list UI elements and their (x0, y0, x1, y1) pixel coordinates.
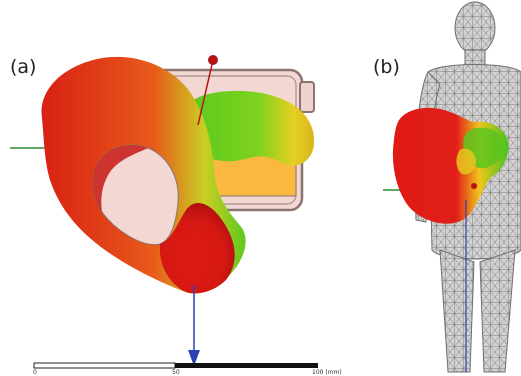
scale-bar-label-mid: 50 (172, 369, 180, 376)
panel-a-label: (a) (10, 56, 37, 78)
panel-b-label: (b) (373, 56, 400, 78)
red-axis-ball (208, 55, 218, 65)
pattern-yellow-patch-b (456, 148, 476, 175)
scale-bar-label-end: 100 (mm) (312, 369, 342, 376)
blue-axis-arrow (188, 350, 200, 366)
panel-a (10, 55, 318, 369)
scale-bar-white-half (33, 362, 176, 369)
device-side-tab (299, 81, 315, 113)
panel-b (383, 1, 521, 373)
scale-bar-black-half (175, 363, 318, 368)
scale-bar (33, 362, 318, 369)
scale-bar-label-start: 0 (33, 369, 37, 376)
red-axis-ball-b (471, 183, 477, 189)
pattern-lower-lobe (159, 203, 235, 294)
pattern-donut-hole-shade (93, 145, 148, 212)
y-axis-line (197, 59, 214, 126)
